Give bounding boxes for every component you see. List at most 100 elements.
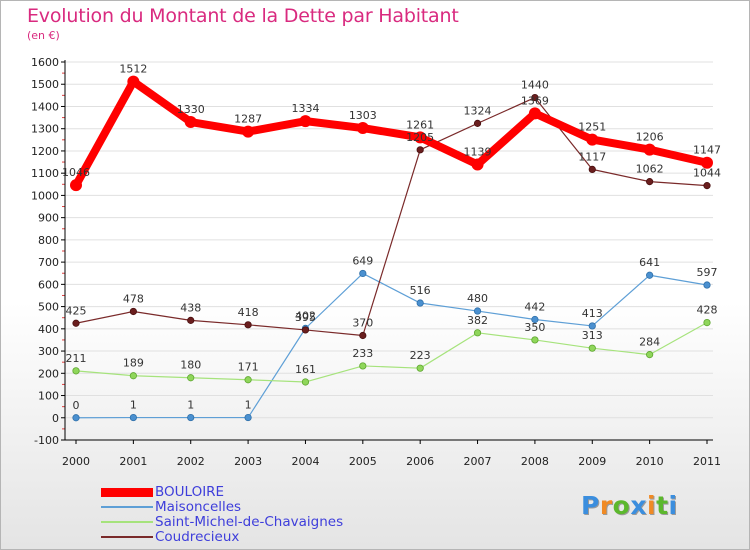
y-tick-label: 1400 xyxy=(31,100,59,113)
data-label-coudrecieux: 1324 xyxy=(464,104,492,117)
data-label-saint-michel-de-chavaignes: 223 xyxy=(410,349,431,362)
data-point-saint-michel-de-chavaignes xyxy=(187,374,195,382)
data-label-saint-michel-de-chavaignes: 171 xyxy=(238,361,259,374)
data-label-coudrecieux: 395 xyxy=(295,311,316,324)
y-tick-label: 600 xyxy=(38,278,59,291)
x-tick-label: 2010 xyxy=(636,455,664,468)
data-point-bouloire xyxy=(643,143,656,156)
data-point-bouloire xyxy=(414,131,427,144)
y-tick-label: -100 xyxy=(34,434,59,447)
y-tick-label: 800 xyxy=(38,234,59,247)
data-label-maisoncelles: 649 xyxy=(352,254,373,267)
data-label-bouloire: 1147 xyxy=(693,144,721,157)
legend-label: Coudrecieux xyxy=(155,529,240,545)
data-point-saint-michel-de-chavaignes xyxy=(301,378,310,386)
data-label-saint-michel-de-chavaignes: 161 xyxy=(295,363,316,376)
data-label-coudrecieux: 1117 xyxy=(578,150,606,163)
data-label-maisoncelles: 597 xyxy=(697,266,718,279)
data-point-coudrecieux xyxy=(187,316,195,324)
logo-letter: t xyxy=(656,491,669,520)
data-point-saint-michel-de-chavaignes xyxy=(646,351,654,359)
data-point-saint-michel-de-chavaignes xyxy=(129,372,137,380)
legend-swatch xyxy=(101,521,153,523)
y-tick-label: 400 xyxy=(38,323,59,336)
data-point-maisoncelles xyxy=(473,307,482,315)
y-tick-label: 900 xyxy=(38,212,59,225)
series-line-bouloire xyxy=(72,77,711,190)
data-label-maisoncelles: 641 xyxy=(639,256,660,269)
data-label-coudrecieux: 370 xyxy=(352,316,373,329)
data-label-coudrecieux: 1205 xyxy=(406,131,434,144)
legend-swatch xyxy=(101,488,153,497)
data-label-maisoncelles: 402 xyxy=(295,309,316,322)
data-label-bouloire: 1287 xyxy=(234,113,262,126)
x-tick-label: 2001 xyxy=(119,455,147,468)
data-point-bouloire xyxy=(701,156,713,169)
data-point-coudrecieux xyxy=(244,321,252,329)
data-point-coudrecieux xyxy=(301,326,310,334)
data-point-maisoncelles xyxy=(72,414,80,422)
y-tick-label: 1100 xyxy=(31,167,59,180)
data-point-bouloire xyxy=(184,116,197,129)
data-point-saint-michel-de-chavaignes xyxy=(416,364,424,372)
data-point-bouloire xyxy=(299,115,312,128)
y-tick-label: 700 xyxy=(38,256,59,269)
legend-label: Saint-Michel-de-Chavaignes xyxy=(155,514,344,530)
y-tick-label: 0 xyxy=(52,412,59,425)
data-point-coudrecieux xyxy=(72,319,80,327)
data-label-coudrecieux: 1440 xyxy=(521,79,549,92)
data-label-maisoncelles: 1 xyxy=(130,399,137,412)
data-label-saint-michel-de-chavaignes: 313 xyxy=(582,329,603,342)
logo-letter: P xyxy=(581,491,600,520)
x-tick-label: 2007 xyxy=(464,455,492,468)
data-label-bouloire: 1206 xyxy=(636,131,664,144)
data-label-coudrecieux: 1062 xyxy=(636,163,664,176)
data-label-maisoncelles: 516 xyxy=(410,284,431,297)
data-label-coudrecieux: 1044 xyxy=(693,167,721,180)
x-tick-label: 2011 xyxy=(693,455,721,468)
data-point-maisoncelles xyxy=(359,269,367,278)
data-point-bouloire xyxy=(70,179,82,192)
data-label-bouloire: 1512 xyxy=(119,63,147,76)
data-point-coudrecieux xyxy=(473,119,482,127)
data-point-saint-michel-de-chavaignes xyxy=(244,376,252,384)
series-line-coudrecieux xyxy=(75,96,708,337)
data-label-bouloire: 1139 xyxy=(464,146,492,159)
y-tick-label: 200 xyxy=(38,367,59,380)
x-tick-label: 2000 xyxy=(62,455,90,468)
x-tick-label: 2004 xyxy=(291,455,319,468)
data-label-maisoncelles: 1 xyxy=(245,399,252,412)
data-point-saint-michel-de-chavaignes xyxy=(531,336,539,344)
logo-letter: x xyxy=(630,491,647,520)
logo-letter: i xyxy=(647,491,657,520)
y-tick-label: 500 xyxy=(38,301,59,314)
data-label-bouloire: 1330 xyxy=(177,103,205,116)
data-label-maisoncelles: 480 xyxy=(467,292,488,305)
y-tick-label: 1500 xyxy=(31,78,59,91)
data-label-saint-michel-de-chavaignes: 428 xyxy=(697,304,718,317)
data-label-bouloire: 1334 xyxy=(291,102,319,115)
data-point-coudrecieux xyxy=(703,182,711,190)
y-tick-label: 1300 xyxy=(31,123,59,136)
legend-label: Maisoncelles xyxy=(155,499,242,515)
data-label-saint-michel-de-chavaignes: 211 xyxy=(66,352,87,365)
data-point-maisoncelles xyxy=(416,299,424,307)
data-point-maisoncelles xyxy=(187,413,195,422)
data-point-maisoncelles xyxy=(588,322,596,330)
logo-letter: o xyxy=(612,491,631,520)
x-tick-label: 2005 xyxy=(349,455,377,468)
data-label-bouloire: 1369 xyxy=(521,94,549,107)
data-label-bouloire: 1251 xyxy=(578,121,606,134)
series-line-maisoncelles xyxy=(75,272,708,419)
data-point-bouloire xyxy=(528,107,541,120)
legend-swatch xyxy=(101,506,153,508)
data-point-saint-michel-de-chavaignes xyxy=(72,367,80,375)
data-point-bouloire xyxy=(586,133,599,146)
data-point-saint-michel-de-chavaignes xyxy=(359,362,367,370)
x-tick-label: 2009 xyxy=(578,455,606,468)
data-point-saint-michel-de-chavaignes xyxy=(588,344,596,352)
data-point-bouloire xyxy=(471,158,484,171)
data-label-coudrecieux: 425 xyxy=(66,304,87,317)
